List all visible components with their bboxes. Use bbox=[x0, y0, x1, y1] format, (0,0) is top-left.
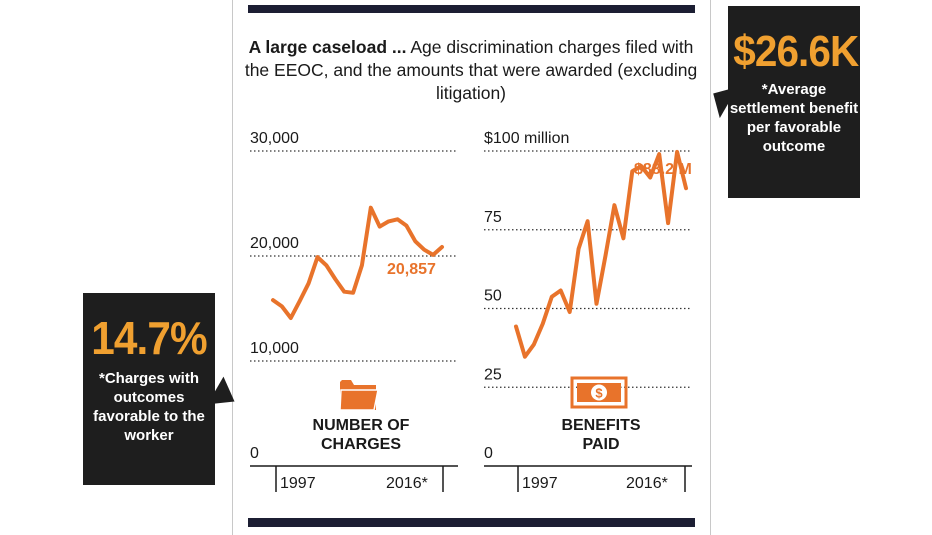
favorable-callout: 14.7% *Charges with outcomes favorable t… bbox=[83, 293, 215, 485]
settlement-value: $26.6K bbox=[733, 27, 859, 76]
x-tick-label: 2016* bbox=[626, 475, 668, 492]
frame-left-border bbox=[232, 0, 233, 535]
folder-icon bbox=[339, 380, 379, 411]
favorable-text: *Charges with outcomes favorable to the … bbox=[93, 370, 205, 444]
y-tick-label: 30,000 bbox=[250, 130, 299, 147]
favorable-value: 14.7% bbox=[91, 312, 207, 364]
bottom-rule bbox=[248, 518, 695, 527]
y-tick-label: 50 bbox=[484, 288, 502, 305]
y-tick-label: 75 bbox=[484, 209, 502, 226]
y-tick-label: 10,000 bbox=[250, 340, 299, 357]
money-bill-icon: $ bbox=[570, 376, 628, 409]
y-tick-label: 20,000 bbox=[250, 235, 299, 252]
y-tick-label: 0 bbox=[484, 445, 493, 462]
chart-title: PAID bbox=[582, 436, 619, 453]
y-tick-label: 25 bbox=[484, 366, 502, 383]
series-line bbox=[271, 205, 444, 320]
settlement-text: *Average settlement benefit per favorabl… bbox=[729, 81, 859, 155]
x-tick-label: 1997 bbox=[280, 475, 316, 492]
y-tick-label: $100 million bbox=[484, 130, 569, 147]
top-rule bbox=[248, 5, 695, 13]
y-tick-label: 0 bbox=[250, 445, 259, 462]
x-tick-label: 1997 bbox=[522, 475, 558, 492]
chart-title: BENEFITS bbox=[561, 417, 640, 434]
svg-text:$: $ bbox=[595, 386, 603, 401]
x-tick-label: 2016* bbox=[386, 475, 428, 492]
headline-bold: A large caseload ... bbox=[248, 37, 407, 57]
chart-title: CHARGES bbox=[321, 436, 401, 453]
charts-right-panel: 0 25 50 75 $100 million 1997 2016* $88.2 M BENEF… bbox=[484, 130, 692, 492]
charts-left-panel: 0 10,000 20,000 30,000 1997 2016* 20,857 NUMBER… bbox=[250, 130, 458, 492]
headline: A large caseload ... Age discrimination … bbox=[240, 36, 702, 105]
headline-text: Age discrimination charges filed with th… bbox=[244, 37, 698, 103]
settlement-callout: $26.6K *Average settlement benefit per f… bbox=[728, 6, 860, 198]
series-line bbox=[514, 149, 688, 359]
frame-right-border bbox=[710, 0, 711, 535]
data-label: $88.2 M bbox=[634, 161, 692, 178]
chart-title: NUMBER OF bbox=[313, 417, 410, 434]
data-label: 20,857 bbox=[387, 261, 436, 278]
